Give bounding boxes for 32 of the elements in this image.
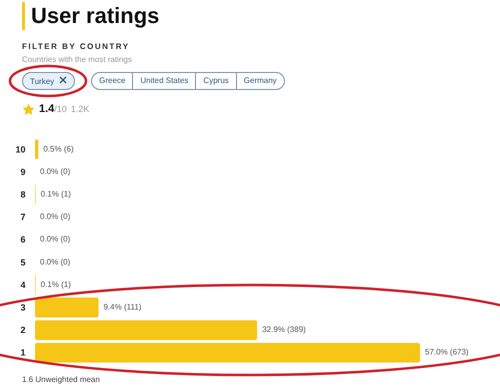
y-tick-label: 10 [15,144,26,154]
data-label: 0.0% (0) [40,234,71,244]
data-label: 9.4% (111) [103,302,142,312]
y-tick-label: 8 [20,190,26,200]
y-tick-label: 5 [20,257,26,268]
text: Turkey [30,77,54,86]
y-tick-label: 3 [20,302,26,312]
chart-subtitle: FILTER BY COUNTRY [22,42,130,51]
y-tick-label: 9 [20,166,26,177]
data-label: 0.0% (0) [40,212,71,222]
data-label: 0.0% (0) [40,257,71,266]
text: /10 [54,104,67,114]
text: United States [140,76,188,85]
y-tick-label: 2 [20,325,26,336]
text: 1.4 [39,103,54,115]
text: Countries with the most ratings [22,55,132,64]
data-label: 0.1% (1) [40,190,72,198]
data-label: 0.1% (1) [40,280,72,289]
text: Greece [99,76,126,85]
data-label: 57.0% (673) [425,348,469,357]
y-tick-label: 1 [20,348,26,358]
text: 1.2K [70,104,90,114]
data-label: 0.0% (0) [40,166,71,176]
text: 1.6 Unweighted mean [22,375,100,384]
y-tick-label: 4 [20,280,26,290]
chart-title: User ratings [22,2,160,30]
data-label: 0.5% (6) [43,144,74,154]
y-tick-label: 6 [20,234,26,245]
y-tick-label: 7 [20,212,26,222]
text: Cyprus [203,76,229,85]
text: Germany [244,76,277,85]
data-label: 32.9% (389) [262,325,306,334]
